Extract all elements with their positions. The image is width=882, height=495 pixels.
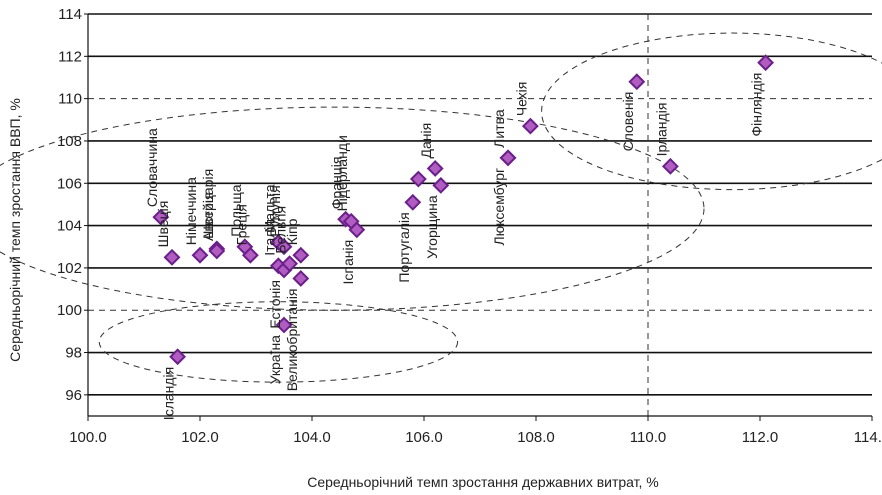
x-tick-100.0: 100.0 [69, 429, 107, 446]
cluster-ellipse-2 [0, 106, 705, 311]
label-10: Італія [261, 219, 277, 256]
x-tick-114.0: 114.0 [854, 429, 882, 446]
point-23 [432, 176, 450, 194]
label-19: Іспанія [340, 240, 356, 285]
x-tick-104.0: 104.0 [293, 429, 331, 446]
point-3 [163, 248, 181, 266]
y-tick-108: 108 [57, 133, 82, 150]
label-26: Чехія [513, 82, 529, 117]
y-tick-110: 110 [58, 91, 82, 108]
label-5: Німеччина [183, 177, 199, 245]
y-axis-title: Середньорічний темп зростання ВВП, % [7, 98, 23, 362]
label-16: Румунія [267, 185, 283, 236]
label-2: Україна [267, 335, 283, 385]
point-19 [348, 221, 366, 239]
label-7: Австрія [200, 192, 216, 241]
label-28: Ірландія [653, 103, 669, 157]
label-1: Ісландія [161, 367, 177, 420]
label-8: Греція [233, 204, 249, 245]
reference-lines [88, 14, 872, 416]
label-11: Мальта [261, 184, 277, 232]
label-15: Великобританія [284, 288, 300, 391]
point-9 [236, 238, 254, 256]
label-25: Литва [491, 109, 507, 148]
label-20: Португалія [396, 212, 412, 282]
x-tick-106.0: 106.0 [405, 429, 443, 446]
axes [84, 13, 873, 421]
point-15 [292, 270, 310, 287]
y-tick-labels: 96 98 100 102 104 106 108 110 112 114 [57, 6, 82, 404]
cluster-ellipses [0, 32, 882, 383]
label-13: Бельгія [273, 206, 289, 254]
point-29 [757, 54, 775, 72]
point-28 [661, 157, 679, 175]
point-5 [191, 246, 209, 264]
y-tick-112: 112 [58, 48, 82, 65]
x-tick-102.0: 102.0 [181, 429, 219, 446]
y-tick-106: 106 [57, 175, 82, 192]
y-tick-104: 104 [57, 218, 82, 235]
label-18: Нідерланди [334, 135, 350, 211]
point-7 [208, 242, 226, 260]
cluster-ellipse-3 [541, 32, 882, 191]
x-tick-108.0: 108.0 [517, 429, 555, 446]
label-9: Польща [228, 184, 244, 237]
data-points [152, 54, 775, 366]
grid-lines [88, 13, 872, 396]
point-4 [152, 208, 170, 226]
point-21 [409, 170, 427, 188]
x-tick-labels: 100.0 102.0 104.0 106.0 108.0 110.0 112.0 114.0 [69, 429, 882, 446]
point-13 [281, 255, 299, 273]
y-tick-114: 114 [58, 6, 82, 23]
label-27: Словенія [620, 92, 636, 152]
label-4: Словаччина [144, 128, 160, 207]
x-tick-112.0: 112.0 [742, 429, 778, 446]
label-22: Данія [418, 123, 434, 159]
point-14 [292, 246, 310, 264]
point-2 [275, 316, 293, 334]
point-26 [521, 117, 539, 135]
point-20 [404, 193, 422, 211]
cluster-ellipse-1 [98, 301, 459, 383]
label-3: Швеція [155, 201, 171, 248]
label-6: Швейцарія [200, 169, 216, 239]
y-tick-102: 102 [57, 260, 82, 277]
label-24: Люксембург [491, 168, 507, 246]
label-12: Естонія [267, 280, 283, 329]
label-29: Фінляндія [749, 73, 765, 137]
x-tick-110.0: 110.0 [630, 429, 666, 446]
point-22 [426, 160, 444, 177]
point-16 [275, 238, 293, 256]
y-tick-96: 96 [65, 387, 82, 404]
point-1 [169, 348, 187, 366]
label-23: Угорщина [424, 195, 440, 259]
x-axis-title: Середньорічний темп зростання державних … [307, 474, 659, 490]
y-tick-98: 98 [65, 345, 82, 362]
point-25 [499, 149, 517, 167]
label-17: Франція [329, 157, 345, 210]
y-tick-100: 100 [57, 302, 82, 319]
label-14: Кіпр [284, 218, 300, 245]
point-27 [628, 73, 646, 91]
